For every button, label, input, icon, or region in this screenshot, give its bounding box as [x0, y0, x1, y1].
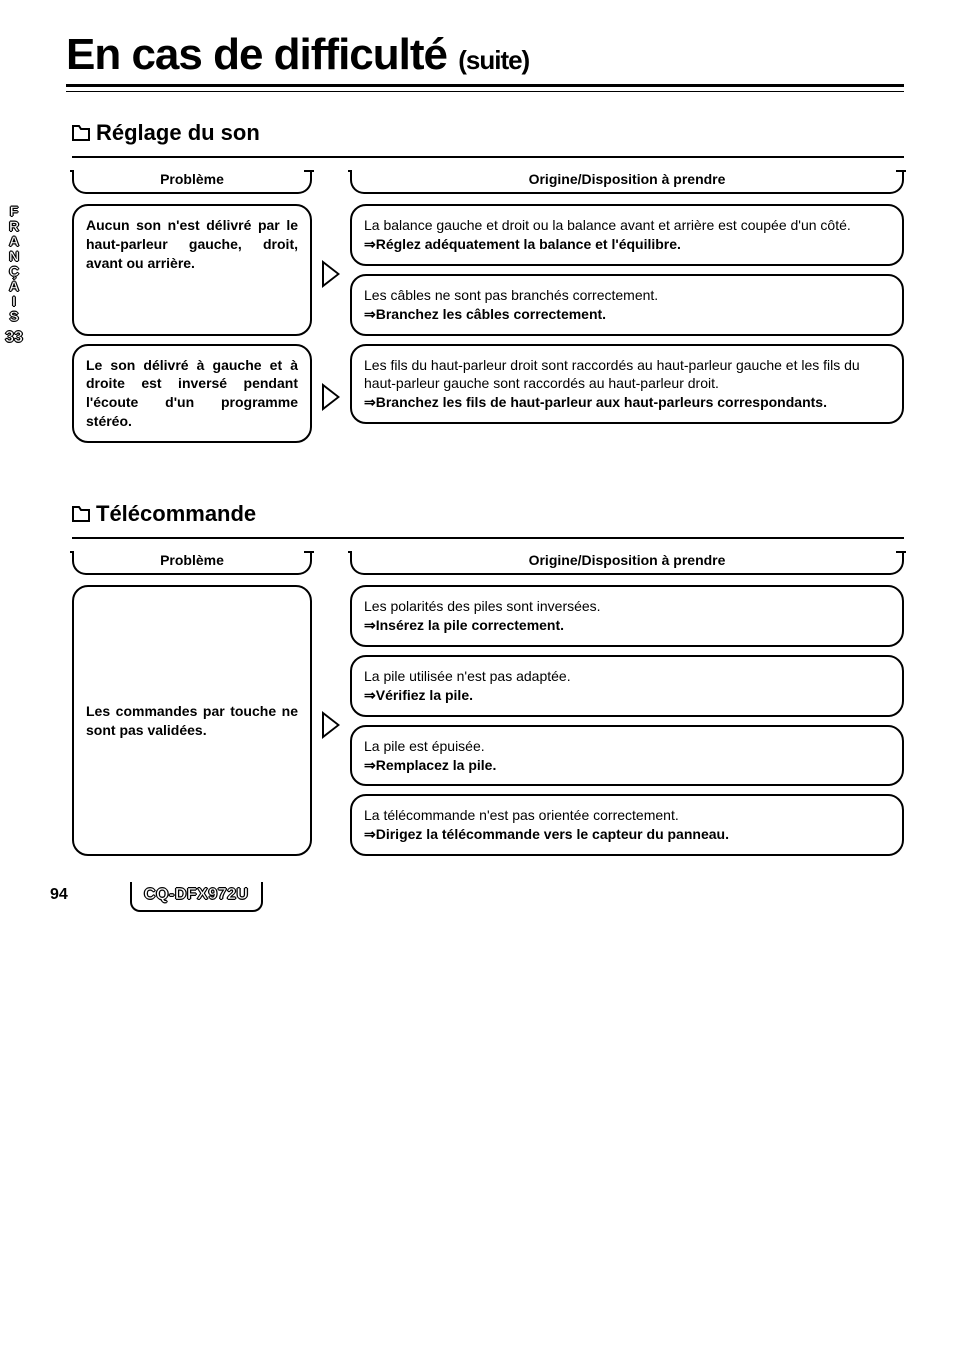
problem-header: Problème [72, 170, 312, 194]
problem-box: Le son délivré à gauche et à droite est … [72, 344, 312, 444]
section-heading: Télécommande [72, 501, 904, 527]
title-rule [66, 84, 904, 92]
title-suite: (suite) [458, 45, 529, 75]
problem-header: Problème [72, 551, 312, 575]
trouble-row: Le son délivré à gauche et à droite est … [72, 344, 904, 452]
cause-box: Les câbles ne sont pas branchés correcte… [350, 274, 904, 336]
cause-header: Origine/Disposition à prendre [350, 551, 904, 575]
arrow-icon [312, 585, 350, 864]
columns: Problème Origine/Disposition à prendre [72, 551, 904, 585]
section-remote: Télécommande Problème Origine/Dispositio… [30, 501, 904, 864]
problem-box: Aucun son n'est délivré par le haut-parl… [72, 204, 312, 336]
model-label: CQ-DFX972U [130, 882, 263, 912]
cause-box: Les polarités des piles sont inversées. … [350, 585, 904, 647]
cause-header: Origine/Disposition à prendre [350, 170, 904, 194]
cause-box: La pile utilisée n'est pas adaptée. ⇒Vér… [350, 655, 904, 717]
trouble-row: Les commandes par touche ne sont pas val… [72, 585, 904, 864]
cause-box: La télécommande n'est pas orientée corre… [350, 794, 904, 856]
language-tab: F R A N Ç A I S 33 [0, 204, 28, 345]
problem-box: Les commandes par touche ne sont pas val… [72, 585, 312, 856]
page-title: En cas de difficulté (suite) [66, 30, 904, 80]
folder-icon [72, 124, 88, 142]
cause-box: La balance gauche et droit ou la balance… [350, 204, 904, 266]
cause-box: Les fils du haut-parleur droit sont racc… [350, 344, 904, 425]
section-rule [72, 537, 904, 539]
arrow-icon [312, 344, 350, 452]
trouble-row: Aucun son n'est délivré par le haut-parl… [72, 204, 904, 344]
section-heading-text: Réglage du son [96, 120, 260, 146]
columns: Problème Origine/Disposition à prendre [72, 170, 904, 204]
section-heading-text: Télécommande [96, 501, 256, 527]
section-sound: Réglage du son Problème Origine/Disposit… [30, 120, 904, 451]
section-rule [72, 156, 904, 158]
page: En cas de difficulté (suite) F R A N Ç A… [0, 0, 954, 944]
folder-icon [72, 505, 88, 523]
cause-box: La pile est épuisée. ⇒Remplacez la pile. [350, 725, 904, 787]
page-number: 94 [50, 886, 68, 904]
section-heading: Réglage du son [72, 120, 904, 146]
arrow-icon [312, 204, 350, 344]
title-main: En cas de difficulté [66, 30, 447, 79]
